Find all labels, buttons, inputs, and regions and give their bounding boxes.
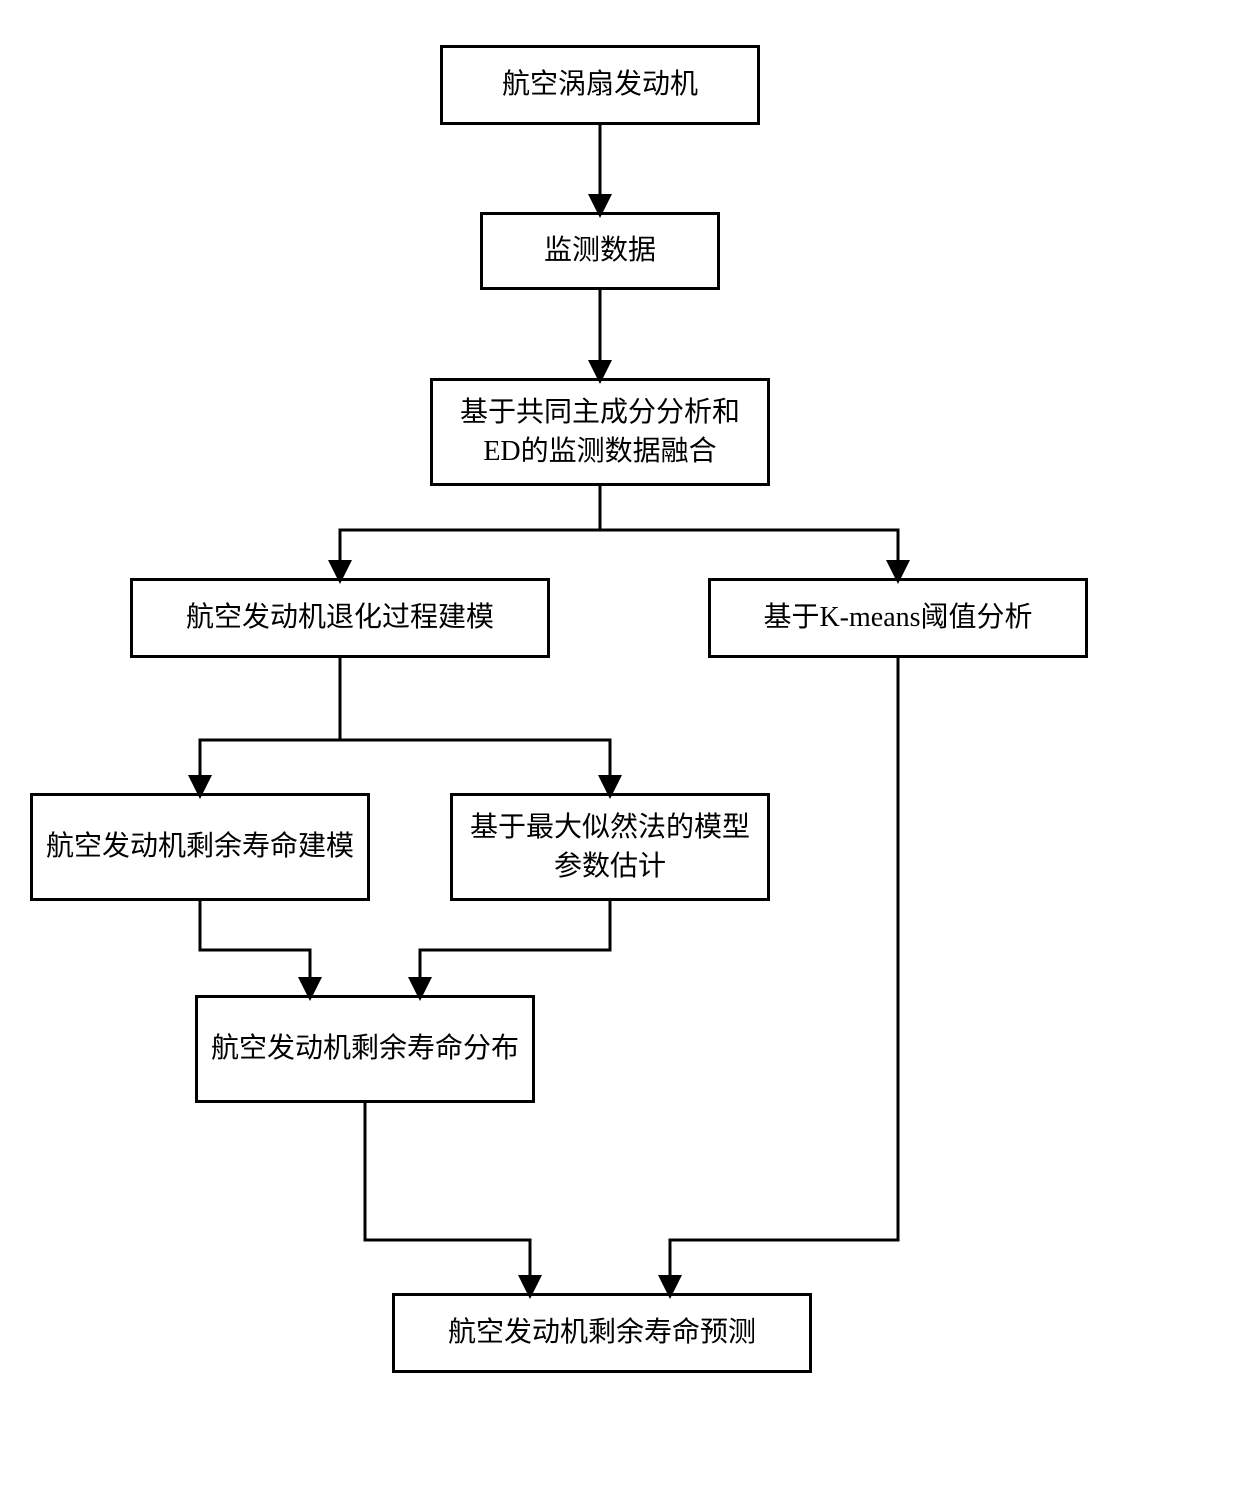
node-label: 航空涡扇发动机: [502, 65, 698, 104]
edge: [600, 486, 898, 578]
node-label: 航空发动机退化过程建模: [186, 598, 494, 637]
node-monitoring-data: 监测数据: [480, 212, 720, 290]
edge: [365, 1103, 530, 1293]
edge: [340, 658, 610, 793]
node-remaining-life-distribution: 航空发动机剩余寿命分布: [195, 995, 535, 1103]
node-remaining-life-modeling: 航空发动机剩余寿命建模: [30, 793, 370, 901]
node-label: 基于K-means阈值分析: [763, 598, 1032, 637]
edge: [670, 658, 898, 1293]
node-label: 航空发动机剩余寿命分布: [211, 1029, 519, 1068]
node-label: 航空发动机剩余寿命建模: [46, 827, 354, 866]
edge: [200, 658, 340, 793]
node-max-likelihood-estimation: 基于最大似然法的模型参数估计: [450, 793, 770, 901]
node-remaining-life-prediction: 航空发动机剩余寿命预测: [392, 1293, 812, 1373]
node-label: 航空发动机剩余寿命预测: [448, 1313, 756, 1352]
edge: [340, 486, 600, 578]
node-degradation-modeling: 航空发动机退化过程建模: [130, 578, 550, 658]
edge: [200, 901, 310, 995]
node-kmeans-threshold: 基于K-means阈值分析: [708, 578, 1088, 658]
node-data-fusion: 基于共同主成分分析和ED的监测数据融合: [430, 378, 770, 486]
node-label: 基于共同主成分分析和ED的监测数据融合: [445, 393, 755, 471]
node-label: 基于最大似然法的模型参数估计: [465, 808, 755, 886]
node-turbofan-engine: 航空涡扇发动机: [440, 45, 760, 125]
node-label: 监测数据: [544, 231, 656, 270]
edge: [420, 901, 610, 995]
